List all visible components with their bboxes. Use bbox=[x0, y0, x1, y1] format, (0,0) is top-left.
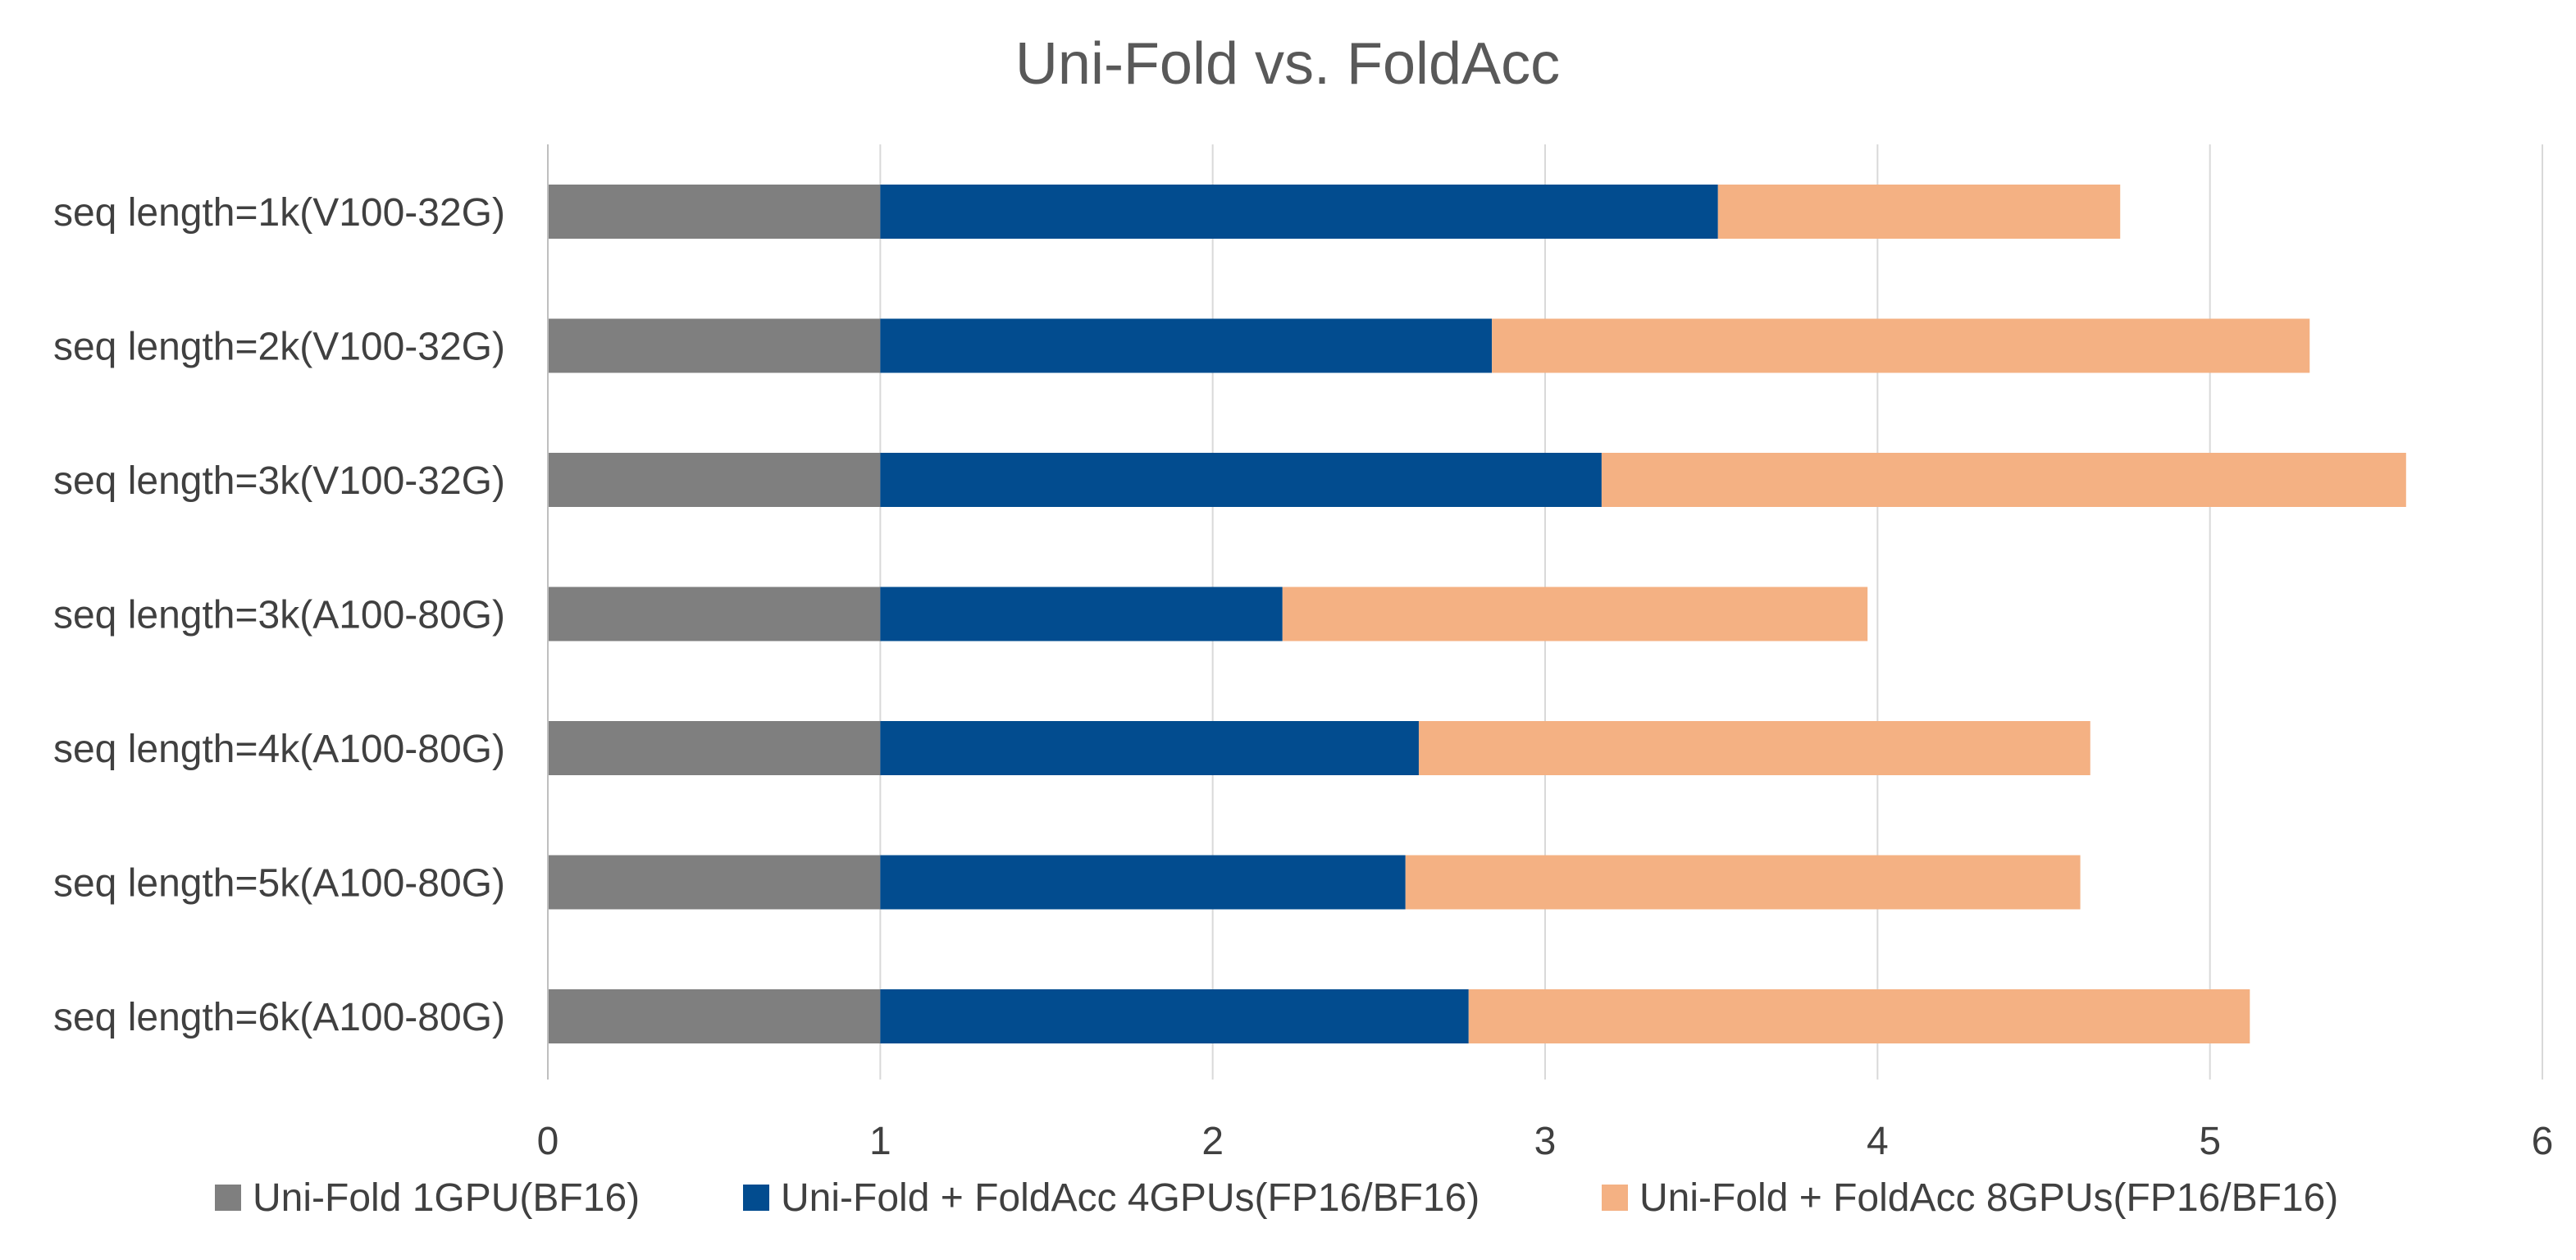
bar-3-series-1 bbox=[548, 453, 881, 507]
bar-5-series-2 bbox=[880, 721, 1419, 775]
category-labels: seq length=1k(V100-32G) seq length=2k(V10… bbox=[53, 191, 505, 1039]
bars bbox=[548, 185, 2406, 1043]
category-label-5: seq length=4k(A100-80G) bbox=[53, 728, 505, 771]
bar-7-series-1 bbox=[548, 989, 881, 1043]
x-tick-label-5: 5 bbox=[2199, 1120, 2221, 1163]
category-label-2: seq length=2k(V100-32G) bbox=[53, 326, 505, 369]
bar-4-series-2 bbox=[880, 587, 1283, 641]
category-label-4: seq length=3k(A100-80G) bbox=[53, 594, 505, 637]
legend: Uni-Fold 1GPU(BF16) Uni-Fold + FoldAcc 4G… bbox=[215, 1176, 2338, 1220]
legend-swatch-1 bbox=[215, 1185, 241, 1211]
bar-1-series-2 bbox=[880, 185, 1718, 239]
category-label-6: seq length=5k(A100-80G) bbox=[53, 862, 505, 906]
legend-label-2: Uni-Fold + FoldAcc 4GPUs(FP16/BF16) bbox=[781, 1176, 1479, 1220]
bar-2-series-3 bbox=[1492, 318, 2310, 373]
bar-6-series-2 bbox=[880, 855, 1406, 910]
x-tick-label-3: 3 bbox=[1534, 1120, 1557, 1163]
x-tick-label-6: 6 bbox=[2532, 1120, 2554, 1163]
bar-2-series-1 bbox=[548, 318, 881, 373]
legend-label-1: Uni-Fold 1GPU(BF16) bbox=[253, 1176, 640, 1220]
category-label-3: seq length=3k(V100-32G) bbox=[53, 459, 505, 503]
bar-4-series-1 bbox=[548, 587, 881, 641]
x-tick-label-0: 0 bbox=[537, 1120, 559, 1163]
bar-7-series-3 bbox=[1468, 989, 2250, 1043]
bar-1-series-1 bbox=[548, 185, 881, 239]
category-label-7: seq length=6k(A100-80G) bbox=[53, 996, 505, 1039]
x-tick-labels: 0 1 2 3 4 5 6 bbox=[537, 1120, 2554, 1163]
legend-label-3: Uni-Fold + FoldAcc 8GPUs(FP16/BF16) bbox=[1639, 1176, 2338, 1220]
legend-swatch-3 bbox=[1602, 1185, 1628, 1211]
bar-3-series-3 bbox=[1601, 453, 2406, 507]
x-tick-label-2: 2 bbox=[1201, 1120, 1224, 1163]
x-tick-label-4: 4 bbox=[1867, 1120, 1889, 1163]
chart-title: Uni-Fold vs. FoldAcc bbox=[1015, 31, 1560, 97]
bar-5-series-3 bbox=[1418, 721, 2090, 775]
bar-5-series-1 bbox=[548, 721, 881, 775]
bar-3-series-2 bbox=[880, 453, 1602, 507]
bar-2-series-2 bbox=[880, 318, 1493, 373]
bar-1-series-3 bbox=[1717, 185, 2121, 239]
bar-6-series-1 bbox=[548, 855, 881, 910]
legend-swatch-2 bbox=[743, 1185, 769, 1211]
x-tick-label-1: 1 bbox=[869, 1120, 891, 1163]
category-label-1: seq length=1k(V100-32G) bbox=[53, 191, 505, 235]
bar-7-series-2 bbox=[880, 989, 1469, 1043]
bar-6-series-3 bbox=[1405, 855, 2081, 910]
bar-4-series-3 bbox=[1282, 587, 1868, 641]
